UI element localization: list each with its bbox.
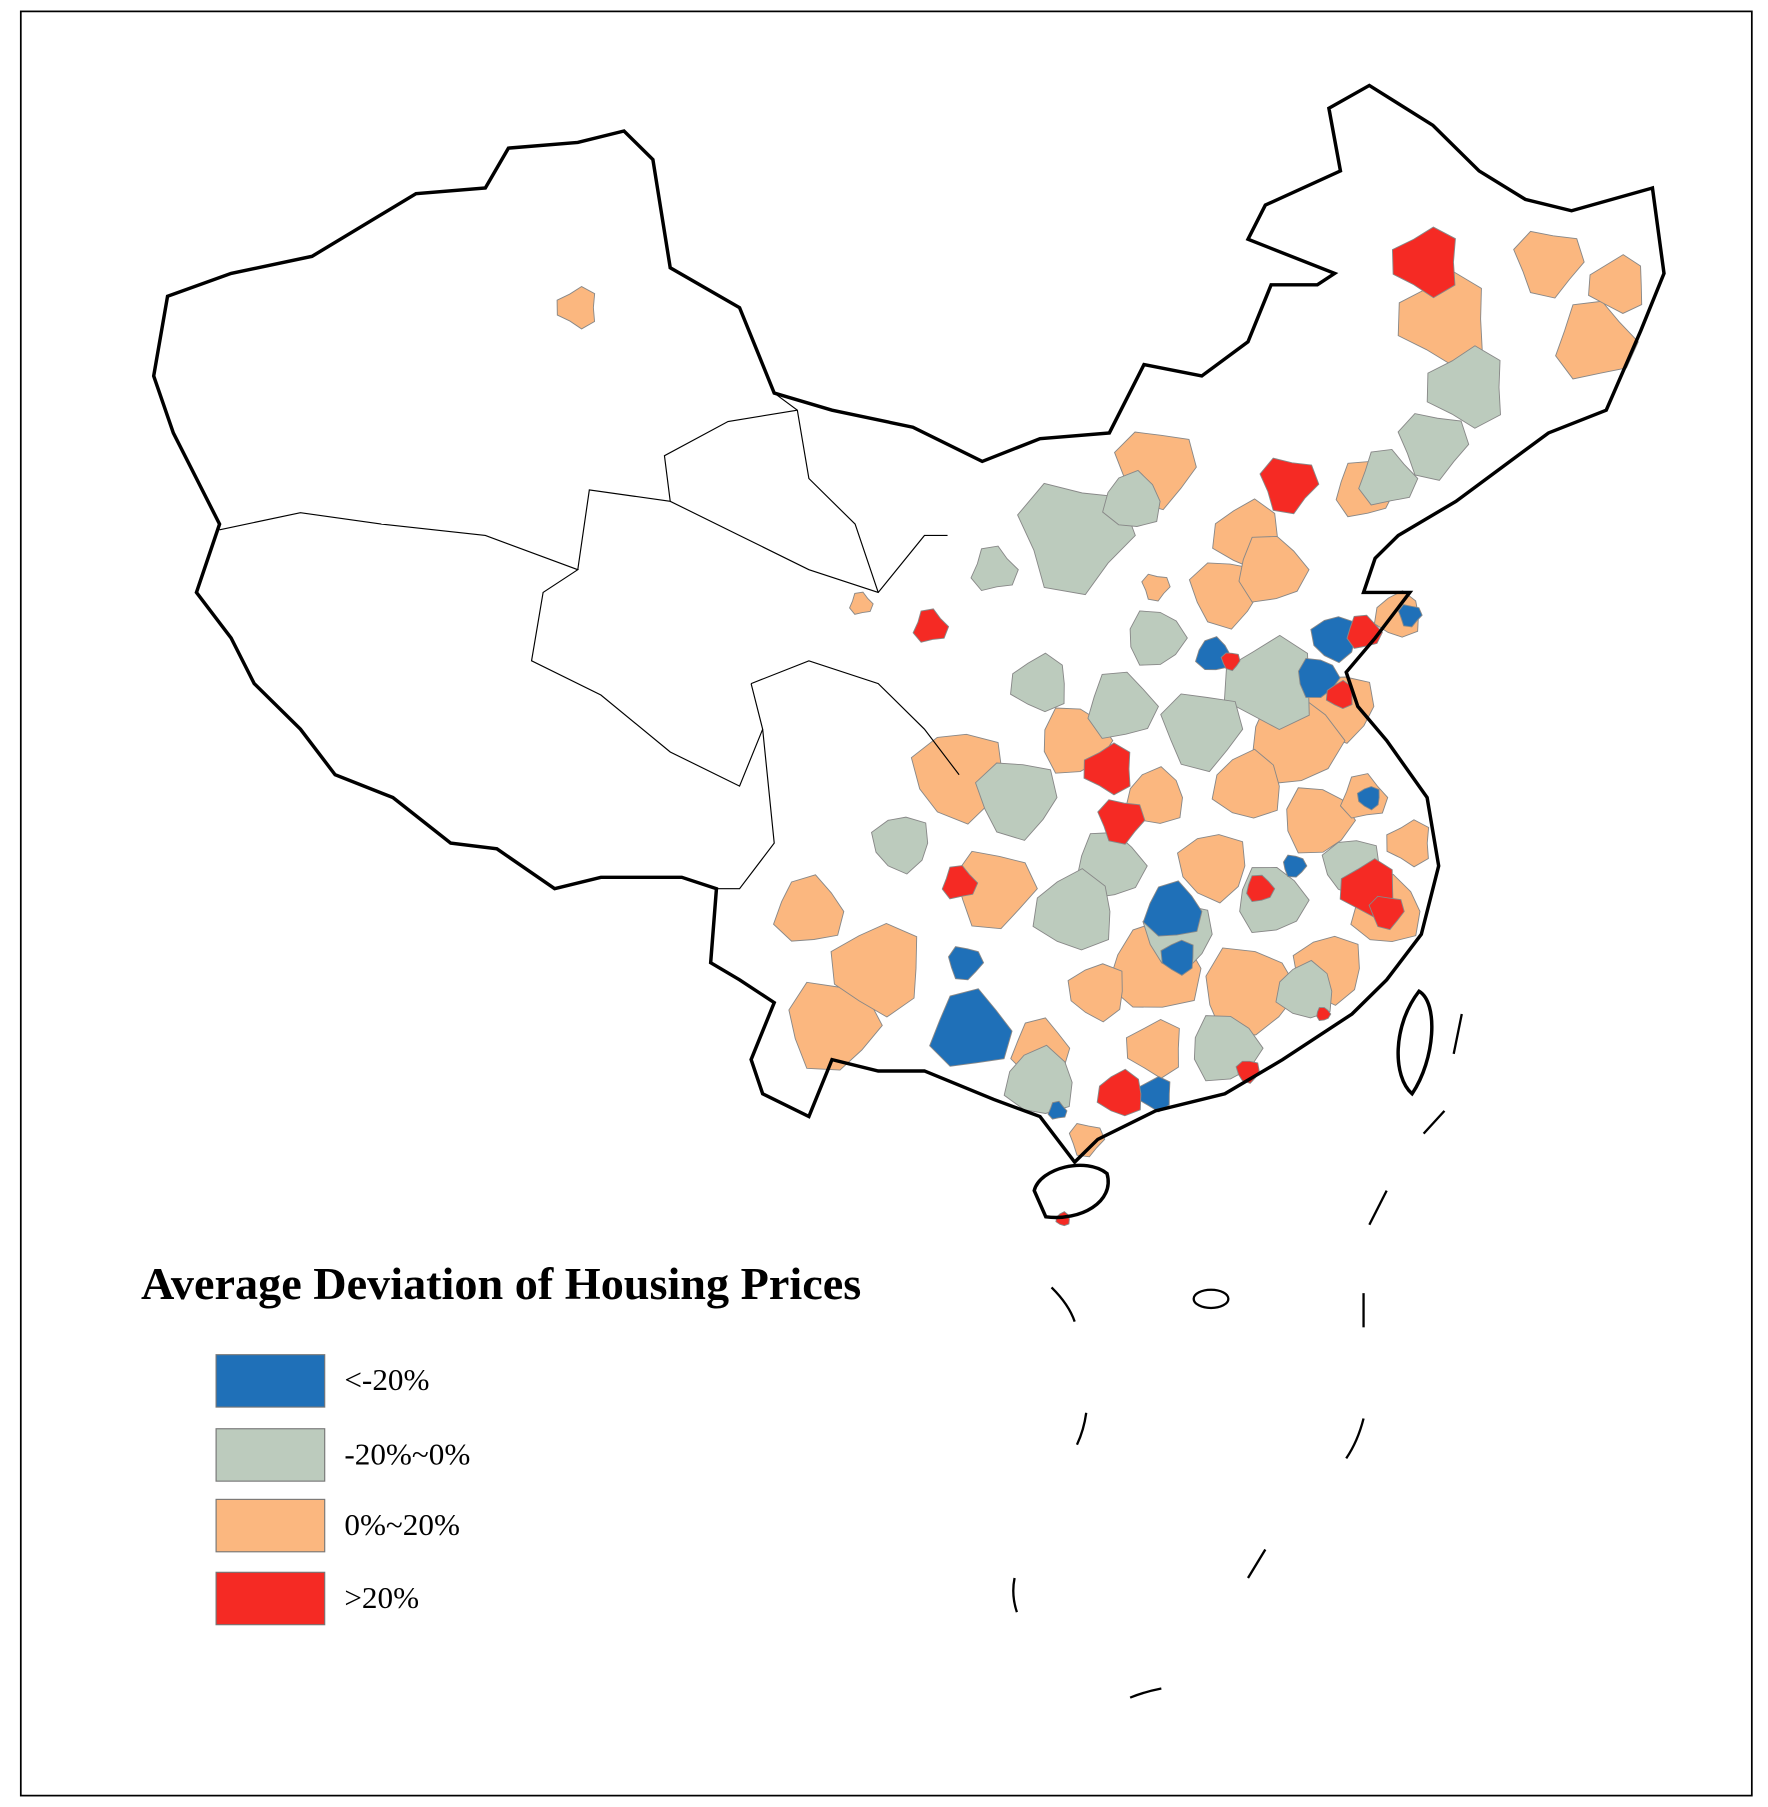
region xyxy=(1391,226,1456,299)
region xyxy=(1097,799,1146,845)
legend: <-20% -20%~0% 0%~20% >20% xyxy=(215,1354,470,1626)
south-sea-islands xyxy=(1012,1013,1463,1699)
region xyxy=(1282,854,1308,878)
region xyxy=(772,874,845,942)
region xyxy=(1211,748,1280,819)
region xyxy=(1397,413,1470,481)
region xyxy=(1205,947,1300,1036)
legend-label: <-20% xyxy=(344,1362,429,1397)
legend-swatch xyxy=(215,1428,326,1482)
region xyxy=(1246,874,1276,903)
region xyxy=(1223,634,1310,731)
region xyxy=(1259,457,1320,515)
region xyxy=(1368,895,1405,931)
region xyxy=(830,922,918,1018)
region xyxy=(1398,604,1423,628)
region xyxy=(912,608,950,643)
legend-swatch xyxy=(215,1354,326,1408)
country-outline xyxy=(151,83,1666,1165)
region xyxy=(1358,448,1419,506)
region xyxy=(1102,469,1161,527)
region xyxy=(1129,610,1188,666)
region xyxy=(1047,1100,1068,1120)
region xyxy=(1356,786,1380,811)
hainan-outline xyxy=(1032,1163,1110,1220)
region xyxy=(1588,254,1643,314)
legend-swatch xyxy=(215,1498,326,1553)
region xyxy=(1160,693,1244,773)
region xyxy=(1067,963,1123,1023)
region xyxy=(1032,868,1111,951)
region xyxy=(1125,1018,1180,1079)
region xyxy=(1087,671,1159,739)
region xyxy=(1096,1068,1142,1117)
legend-label: 0%~20% xyxy=(344,1507,460,1542)
region xyxy=(970,545,1019,592)
region xyxy=(929,988,1013,1067)
taiwan-outline xyxy=(1396,988,1434,1097)
region xyxy=(1325,679,1353,710)
regions xyxy=(556,226,1643,1227)
region xyxy=(1176,834,1246,904)
region xyxy=(1083,742,1131,796)
region xyxy=(849,591,874,615)
region xyxy=(556,286,596,330)
region xyxy=(1068,1123,1106,1158)
legend-label: >20% xyxy=(344,1580,419,1615)
province-borders xyxy=(219,392,960,890)
region xyxy=(1426,345,1501,429)
legend-label: -20%~0% xyxy=(344,1436,470,1471)
region xyxy=(1141,573,1171,602)
region xyxy=(910,733,1003,825)
region xyxy=(1238,535,1310,603)
region xyxy=(1513,230,1585,299)
region xyxy=(1220,652,1241,672)
region xyxy=(1310,616,1356,664)
region xyxy=(1555,300,1639,380)
legend-swatch xyxy=(215,1571,326,1626)
region xyxy=(947,946,985,981)
region xyxy=(1386,819,1430,868)
legend-title: Average Deviation of Housing Prices xyxy=(141,1258,861,1309)
region xyxy=(1195,636,1231,671)
region xyxy=(1010,652,1065,713)
region xyxy=(974,762,1058,841)
region xyxy=(1160,939,1194,976)
region xyxy=(941,865,979,900)
region xyxy=(1286,787,1357,854)
region xyxy=(1298,657,1341,698)
region xyxy=(1316,1007,1332,1021)
region xyxy=(871,816,929,875)
region xyxy=(1142,880,1203,937)
